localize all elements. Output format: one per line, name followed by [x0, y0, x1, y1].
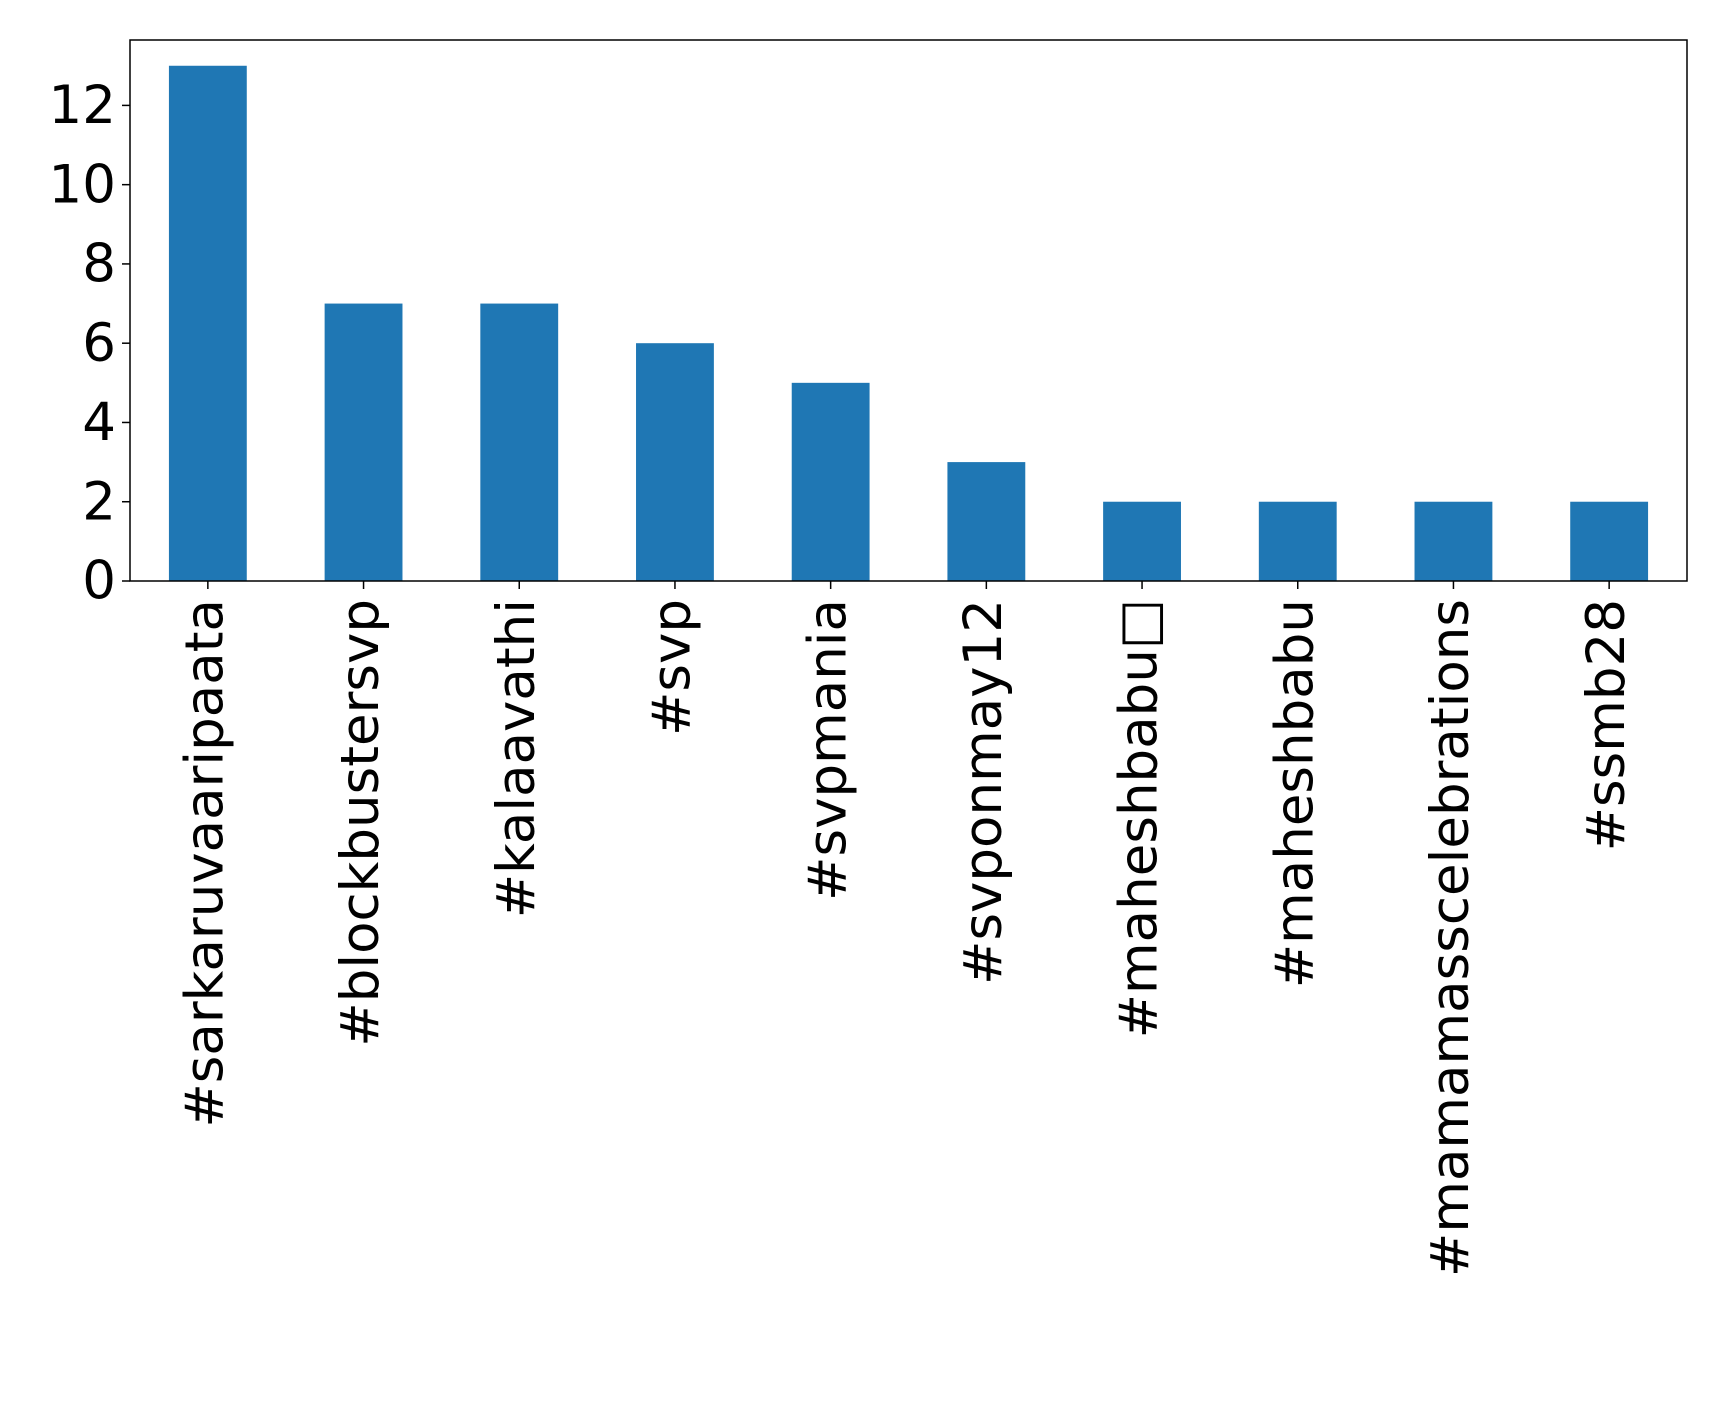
bar — [1414, 501, 1493, 581]
bar — [480, 303, 559, 581]
bar — [1103, 501, 1181, 581]
bar — [947, 462, 1026, 581]
x-tick-label: #mamamasscelebrations — [1420, 599, 1481, 1277]
y-tick-label: 2 — [82, 471, 116, 532]
bar — [791, 382, 870, 581]
x-tick-label: #maheshbabu□ — [1109, 599, 1170, 1038]
x-tick-label: #ssmb28 — [1576, 599, 1637, 851]
y-tick-label: 6 — [82, 313, 116, 374]
bar — [1258, 501, 1337, 581]
x-tick-label: #maheshbabu — [1264, 599, 1325, 988]
y-tick-label: 4 — [82, 392, 116, 453]
plot-frame — [129, 39, 1688, 582]
y-tick-label: 10 — [49, 154, 116, 215]
x-tick-label: #blockbustersvp — [330, 599, 391, 1047]
x-tick-label: #svp — [642, 599, 703, 736]
x-tick-label: #svpmania — [797, 599, 858, 901]
bar — [168, 65, 247, 581]
y-tick-label: 0 — [82, 551, 116, 612]
bar — [1570, 501, 1649, 581]
y-tick-label: 8 — [82, 234, 116, 295]
bar — [324, 303, 403, 581]
y-tick-label: 12 — [49, 75, 116, 136]
x-tick-label: #sarkaruvaaripaata — [174, 599, 235, 1128]
x-tick-label: #svponmay12 — [953, 599, 1014, 985]
bar — [636, 343, 714, 581]
x-tick-label: #kalaavathi — [486, 599, 547, 918]
